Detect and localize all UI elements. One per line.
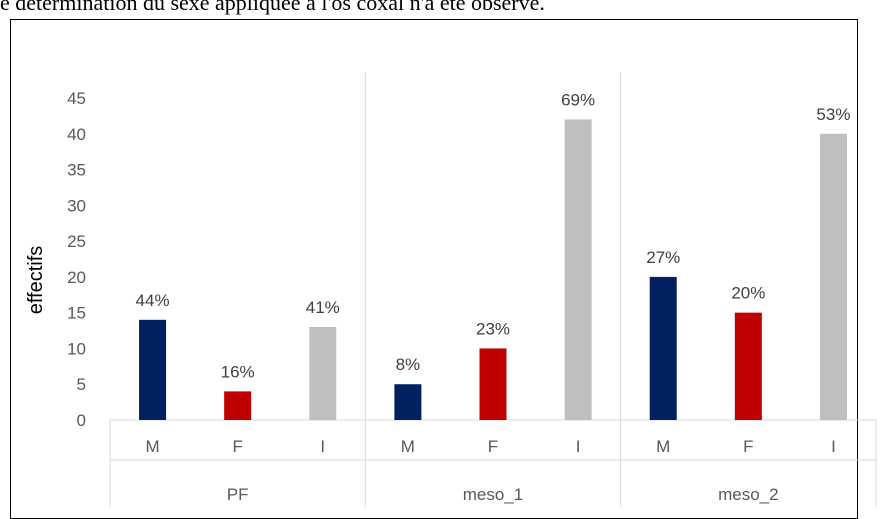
y-axis-label: effectifs [25,246,47,315]
data-label: 23% [476,319,510,338]
x-category-label: M [145,437,159,456]
x-category-label: M [401,437,415,456]
y-tick-label: 15 [67,304,86,323]
bar-PF-M [139,319,167,420]
x-category-label: F [488,437,498,456]
bar-meso_2-F [734,312,762,420]
x-category-label: M [656,437,670,456]
data-label: 8% [396,355,421,374]
x-category-label: I [831,437,836,456]
data-label: 27% [646,248,680,267]
bar-meso_2-M [649,276,677,420]
x-group-label: PF [227,485,249,504]
data-label: 69% [561,90,595,109]
y-tick-label: 20 [67,268,86,287]
y-tick-label: 30 [67,196,86,215]
x-category-label: F [743,437,753,456]
x-group-label: meso_2 [718,485,778,504]
bar-meso_1-M [394,384,422,420]
x-category-label: I [576,437,581,456]
caption-text: e détermination du sexe appliquée à l'os… [0,0,545,15]
bar-meso_1-I [564,119,592,420]
y-tick-label: 25 [67,232,86,251]
data-label: 16% [221,362,255,381]
y-tick-label: 10 [67,339,86,358]
data-label: 44% [136,291,170,310]
data-label: 53% [816,105,850,124]
x-category-label: I [320,437,325,456]
x-group-label: meso_1 [463,485,523,504]
x-category-label: F [232,437,242,456]
data-label: 20% [731,284,765,303]
bar-meso_2-I [819,133,847,420]
chart-frame [10,19,858,519]
y-tick-label: 45 [67,89,86,108]
y-tick-label: 35 [67,161,86,180]
y-tick-label: 5 [77,375,86,394]
bar-meso_1-F [479,348,507,420]
bar-chart: effectifs 0 5 10 15 20 25 30 35 40 45 44% M 16% F 41%… [25,72,877,507]
data-label: 41% [306,298,340,317]
bar-PF-I [309,326,337,420]
y-tick-label: 0 [77,411,86,430]
y-tick-label: 40 [67,125,86,144]
bar-PF-F [224,391,252,420]
